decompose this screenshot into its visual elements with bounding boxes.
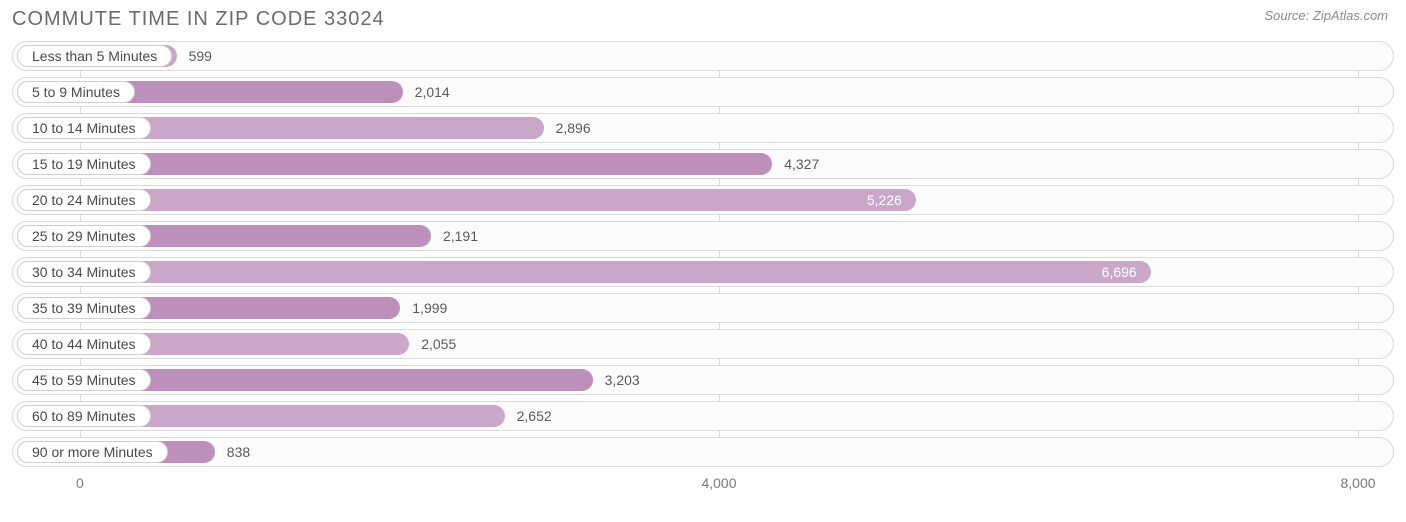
category-pill: 5 to 9 Minutes [17, 81, 135, 103]
value-label: 2,191 [443, 222, 478, 250]
category-pill: 40 to 44 Minutes [17, 333, 151, 355]
value-label: 838 [227, 438, 250, 466]
category-pill: 35 to 39 Minutes [17, 297, 151, 319]
value-label: 3,203 [605, 366, 640, 394]
category-pill: 20 to 24 Minutes [17, 189, 151, 211]
category-pill: 90 or more Minutes [17, 441, 168, 463]
bar-row: Less than 5 Minutes 599 [12, 41, 1394, 71]
bar-row: 90 or more Minutes 838 [12, 437, 1394, 467]
bar-row: 5 to 9 Minutes 2,014 [12, 77, 1394, 107]
value-label: 2,896 [556, 114, 591, 142]
bar [17, 261, 1151, 283]
bar-row: 10 to 14 Minutes 2,896 [12, 113, 1394, 143]
category-pill: 25 to 29 Minutes [17, 225, 151, 247]
bar-row: 25 to 29 Minutes 2,191 [12, 221, 1394, 251]
category-pill: 10 to 14 Minutes [17, 117, 151, 139]
value-label: 599 [189, 42, 212, 70]
category-pill: Less than 5 Minutes [17, 45, 172, 67]
value-label: 6,696 [1102, 258, 1137, 286]
value-label: 2,014 [415, 78, 450, 106]
x-axis: 0 4,000 8,000 [12, 469, 1394, 499]
category-pill: 30 to 34 Minutes [17, 261, 151, 283]
x-tick-label: 4,000 [701, 475, 736, 491]
bar-row: 30 to 34 Minutes 6,696 [12, 257, 1394, 287]
bar [17, 189, 916, 211]
bar-row: 40 to 44 Minutes 2,055 [12, 329, 1394, 359]
category-pill: 45 to 59 Minutes [17, 369, 151, 391]
value-label: 4,327 [784, 150, 819, 178]
bar-row: 35 to 39 Minutes 1,999 [12, 293, 1394, 323]
chart-body: Less than 5 Minutes 599 5 to 9 Minutes 2,01… [12, 41, 1394, 467]
chart-source: Source: ZipAtlas.com [1264, 8, 1394, 23]
value-label: 2,652 [517, 402, 552, 430]
value-label: 1,999 [412, 294, 447, 322]
chart-title: COMMUTE TIME IN ZIP CODE 33024 [12, 8, 385, 31]
x-tick-label: 0 [76, 475, 84, 491]
chart-container: COMMUTE TIME IN ZIP CODE 33024 Source: Z… [0, 0, 1406, 522]
category-pill: 15 to 19 Minutes [17, 153, 151, 175]
x-tick-label: 8,000 [1341, 475, 1376, 491]
value-label: 2,055 [421, 330, 456, 358]
category-pill: 60 to 89 Minutes [17, 405, 151, 427]
value-label: 5,226 [867, 186, 902, 214]
bar-row: 60 to 89 Minutes 2,652 [12, 401, 1394, 431]
bar-row: 20 to 24 Minutes 5,226 [12, 185, 1394, 215]
bar-row: 15 to 19 Minutes 4,327 [12, 149, 1394, 179]
bar-row: 45 to 59 Minutes 3,203 [12, 365, 1394, 395]
chart-header: COMMUTE TIME IN ZIP CODE 33024 Source: Z… [12, 8, 1394, 31]
